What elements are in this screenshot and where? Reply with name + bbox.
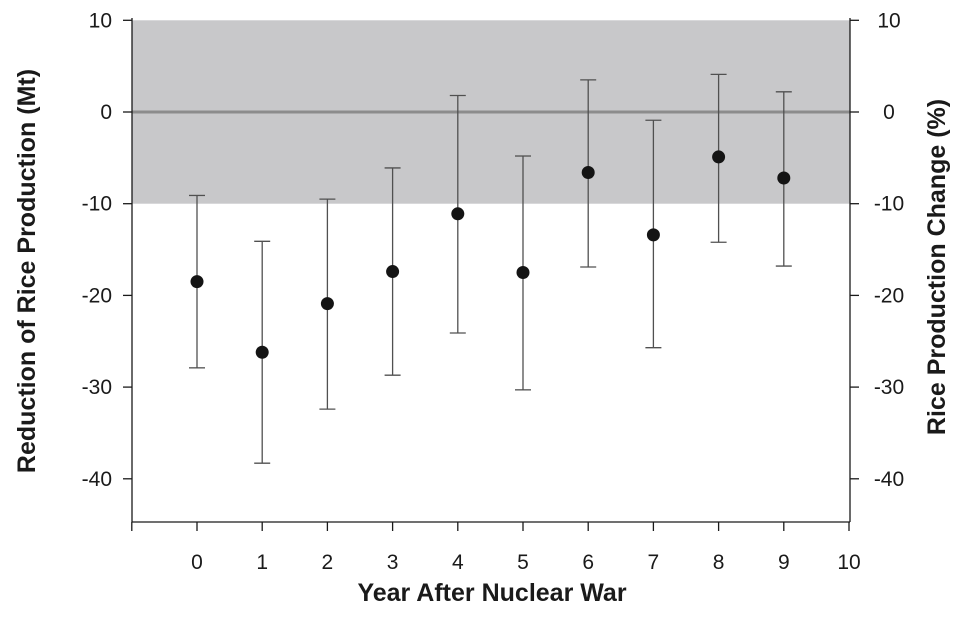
x-tick-label: 10 <box>837 551 860 574</box>
data-point <box>777 171 791 185</box>
data-point <box>320 297 334 311</box>
x-tick-label: 0 <box>191 551 203 574</box>
x-tick-label: 8 <box>713 551 725 574</box>
y2-tick-label: 10 <box>877 9 900 32</box>
x-tick-label: 2 <box>322 551 334 574</box>
y2-tick-label: 0 <box>883 101 895 124</box>
data-point <box>451 207 465 221</box>
y2-tick-label: -40 <box>874 468 904 491</box>
y-tick-label: -30 <box>82 376 112 399</box>
data-point <box>712 150 726 164</box>
data-point <box>516 265 530 279</box>
x-tick-label: 4 <box>452 551 464 574</box>
y-tick-label: -20 <box>82 284 112 307</box>
data-point <box>581 166 595 180</box>
x-tick-label: 5 <box>517 551 529 574</box>
y-tick-label: 0 <box>100 101 112 124</box>
data-point <box>190 275 204 289</box>
x-tick-label: 3 <box>387 551 399 574</box>
y-axis-title: Reduction of Rice Production (Mt) <box>13 69 41 473</box>
x-tick-label: 1 <box>256 551 268 574</box>
x-tick-label: 7 <box>648 551 660 574</box>
y2-tick-label: -30 <box>874 376 904 399</box>
x-tick-label: 9 <box>778 551 790 574</box>
y-tick-label: 10 <box>89 9 112 32</box>
y2-tick-label: -10 <box>874 193 904 216</box>
y2-axis-title: Rice Production Change (%) <box>923 99 951 435</box>
y2-tick-label: -20 <box>874 284 904 307</box>
x-tick-label: 6 <box>582 551 594 574</box>
y-tick-label: -40 <box>82 468 112 491</box>
data-point <box>255 345 269 359</box>
data-point <box>386 265 400 279</box>
data-point <box>646 228 660 242</box>
y-tick-label: -10 <box>82 193 112 216</box>
x-axis-title: Year After Nuclear War <box>357 579 626 607</box>
